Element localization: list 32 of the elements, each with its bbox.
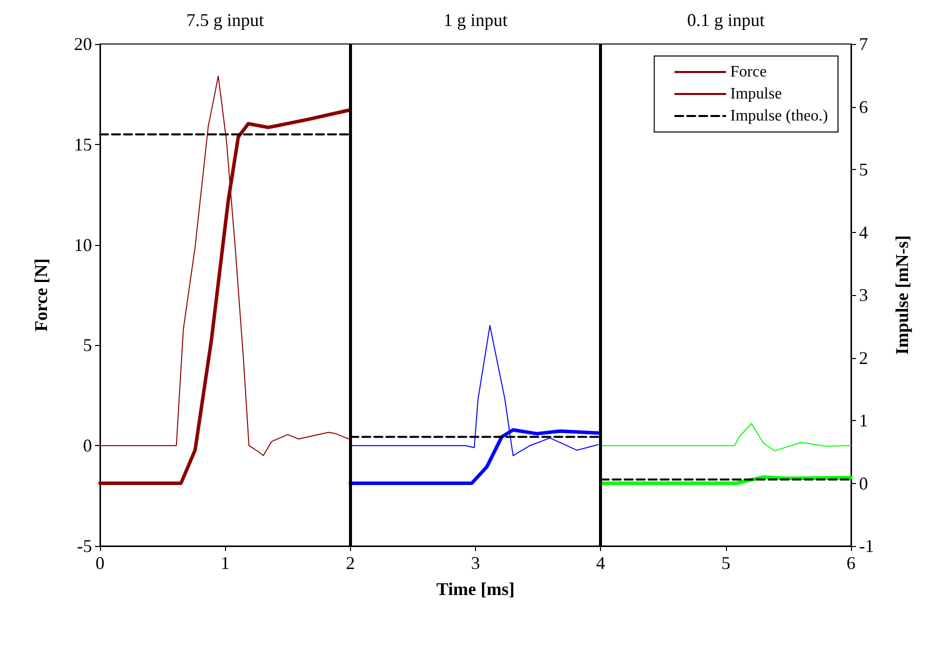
y2-tick-label: 2 <box>859 348 868 368</box>
text: 1 g input <box>443 10 508 30</box>
y2-tick-label: 1 <box>859 410 868 430</box>
y2-tick-label: -1 <box>859 536 874 556</box>
x-tick-label: 0 <box>96 553 104 573</box>
x-tick-label: 4 <box>596 553 606 573</box>
y2-tick-label: 0 <box>859 473 868 494</box>
y-tick-label: 10 <box>74 234 92 255</box>
y2-axis-title: Impulse [mN-s] <box>892 235 912 355</box>
x-tick-label: 6 <box>846 553 856 573</box>
line-series <box>600 423 852 452</box>
y-tick-label: 15 <box>74 134 92 154</box>
legend-label: Force <box>730 64 767 80</box>
text: 0.1 g input <box>687 10 765 30</box>
y2-tick-label: 5 <box>859 160 868 180</box>
y-axis-title: Force [N] <box>31 258 51 332</box>
x-tick-label: 3 <box>471 553 480 573</box>
y-tick-label: 20 <box>74 34 92 54</box>
y2-tick-label: 7 <box>859 34 868 54</box>
x-axis-title: Time [ms] <box>436 579 515 599</box>
legend-label: Impulse (theo.) <box>730 108 828 124</box>
legend-label: Impulse <box>730 86 782 102</box>
y-tick-label: -5 <box>77 536 92 556</box>
x-tick-label: 1 <box>220 553 230 573</box>
y2-tick-label: 4 <box>859 222 868 242</box>
y2-tick-label: 6 <box>859 96 868 117</box>
x-tick-label: 5 <box>721 553 730 573</box>
text: 7.5 g input <box>186 10 264 30</box>
y-tick-label: 0 <box>83 436 92 456</box>
y2-tick-label: 3 <box>859 285 868 305</box>
y-tick-label: 5 <box>83 335 92 356</box>
x-tick-label: 2 <box>346 553 355 573</box>
